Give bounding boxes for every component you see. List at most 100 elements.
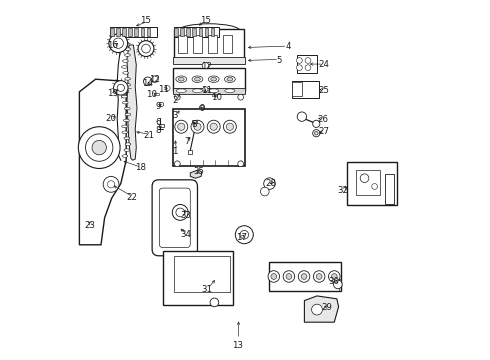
Polygon shape — [304, 296, 339, 322]
Bar — [292, 81, 319, 98]
Text: 15: 15 — [200, 16, 211, 25]
Bar — [208, 35, 217, 53]
Circle shape — [360, 174, 369, 183]
Bar — [198, 28, 202, 36]
Ellipse shape — [176, 89, 186, 93]
Circle shape — [226, 123, 233, 130]
Circle shape — [301, 274, 307, 279]
Text: 11: 11 — [201, 86, 212, 95]
Ellipse shape — [122, 60, 128, 62]
Ellipse shape — [123, 42, 129, 45]
Circle shape — [312, 304, 322, 315]
Text: 9: 9 — [199, 104, 204, 113]
Text: 21: 21 — [143, 130, 154, 139]
Circle shape — [331, 274, 337, 279]
Circle shape — [174, 94, 180, 100]
Circle shape — [313, 130, 320, 137]
Text: 14: 14 — [142, 79, 153, 88]
Text: 23: 23 — [84, 220, 95, 230]
Bar — [134, 28, 138, 36]
Text: 3: 3 — [172, 111, 177, 120]
Bar — [173, 57, 245, 64]
Bar — [186, 28, 190, 36]
Circle shape — [314, 271, 325, 282]
Text: 20: 20 — [105, 114, 117, 123]
Bar — [188, 150, 193, 154]
Text: 24: 24 — [318, 60, 329, 69]
Circle shape — [144, 77, 152, 86]
Ellipse shape — [124, 107, 130, 110]
Text: 10: 10 — [211, 93, 221, 102]
Ellipse shape — [122, 155, 128, 157]
Circle shape — [235, 226, 253, 244]
Circle shape — [238, 161, 244, 167]
Circle shape — [202, 62, 209, 69]
Bar — [141, 28, 144, 36]
Circle shape — [117, 84, 124, 91]
Bar — [270, 262, 342, 291]
Bar — [356, 170, 380, 195]
Circle shape — [305, 58, 311, 63]
Text: 12: 12 — [149, 76, 160, 85]
Ellipse shape — [193, 89, 202, 93]
Bar — [110, 28, 114, 36]
Ellipse shape — [122, 66, 127, 68]
Ellipse shape — [125, 143, 131, 145]
Circle shape — [296, 65, 302, 71]
Bar — [128, 28, 132, 36]
Circle shape — [328, 271, 340, 282]
Circle shape — [176, 208, 185, 217]
Ellipse shape — [225, 89, 235, 93]
Circle shape — [305, 65, 311, 71]
Bar — [174, 28, 178, 36]
Polygon shape — [127, 45, 137, 160]
Ellipse shape — [195, 77, 200, 81]
Ellipse shape — [125, 84, 131, 86]
Bar — [211, 28, 215, 36]
Text: 31: 31 — [201, 285, 212, 294]
Circle shape — [334, 280, 342, 289]
Bar — [116, 28, 120, 36]
Bar — [174, 256, 230, 292]
Circle shape — [174, 161, 180, 167]
Text: 32: 32 — [338, 186, 349, 195]
Circle shape — [316, 274, 322, 279]
Bar — [110, 27, 157, 37]
Bar — [122, 28, 126, 36]
Ellipse shape — [124, 137, 130, 140]
Bar — [173, 88, 245, 94]
Bar — [223, 35, 232, 53]
Ellipse shape — [227, 77, 233, 81]
Text: 7: 7 — [185, 136, 190, 145]
Circle shape — [297, 112, 307, 121]
Bar — [154, 93, 159, 95]
Bar — [297, 55, 317, 73]
Ellipse shape — [124, 54, 130, 57]
Ellipse shape — [178, 77, 184, 81]
Text: 18: 18 — [135, 163, 146, 172]
Bar — [180, 28, 184, 36]
Text: 10: 10 — [146, 90, 157, 99]
Circle shape — [78, 127, 120, 168]
Circle shape — [261, 187, 269, 196]
Text: 35: 35 — [194, 166, 205, 175]
Circle shape — [107, 181, 115, 188]
Circle shape — [264, 178, 275, 189]
Text: 25: 25 — [318, 86, 329, 95]
Circle shape — [238, 94, 244, 100]
Text: 13: 13 — [232, 341, 244, 350]
Polygon shape — [79, 79, 126, 245]
Circle shape — [175, 120, 188, 133]
Text: 1: 1 — [172, 147, 177, 156]
Circle shape — [298, 271, 310, 282]
Text: 4: 4 — [286, 42, 291, 51]
Circle shape — [92, 140, 106, 155]
Text: 27: 27 — [318, 127, 329, 136]
Text: 9: 9 — [155, 102, 161, 111]
Bar — [193, 35, 201, 53]
Circle shape — [194, 123, 201, 130]
Circle shape — [86, 134, 113, 161]
Bar — [147, 28, 150, 36]
Text: 34: 34 — [180, 230, 191, 239]
Ellipse shape — [211, 77, 217, 81]
